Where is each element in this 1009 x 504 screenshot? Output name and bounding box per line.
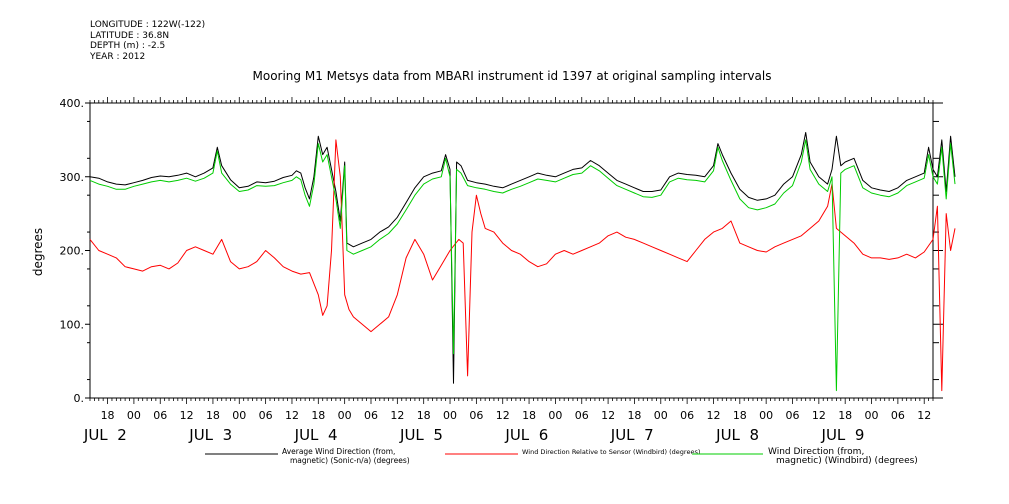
x-tick-label: 00 [759,409,773,422]
x-tick-label: 06 [575,409,589,422]
latitude-text: LATITUDE : 36.8N [90,30,170,41]
x-tick-label: 12 [706,409,720,422]
x-tick-label: 06 [364,409,378,422]
x-day-label: JUL 4 [294,426,338,444]
x-tick-label: 00 [548,409,562,422]
x-day-label: JUL 2 [83,426,127,444]
series-line-avg-wind-direction [89,132,956,384]
y-tick-label: 400. [60,97,85,110]
x-tick-label: 18 [733,409,747,422]
x-tick-label: 06 [153,409,167,422]
legend-label-line2: magnetic) (Sonic-n/a) (degrees) [290,456,410,465]
x-tick-label: 12 [601,409,615,422]
series-layer [89,132,956,392]
x-tick-label: 06 [469,409,483,422]
x-tick-label: 00 [865,409,879,422]
y-tick-label: 300. [60,171,85,184]
depth-text: DEPTH (m) : -2.5 [90,41,166,51]
x-tick-label: 06 [786,409,800,422]
x-tick-label: 18 [206,409,220,422]
x-tick-label: 18 [838,409,852,422]
year-text: YEAR : 2012 [90,51,146,62]
legend-label: Wind Direction Relative to Sensor (Windb… [522,448,700,456]
x-tick-label: 06 [680,409,694,422]
x-tick-label: 18 [101,409,115,422]
x-tick-label: 12 [390,409,404,422]
x-tick-label: 12 [917,409,931,422]
series-line-relative-wind-direction [89,139,956,392]
x-tick-label: 06 [259,409,273,422]
x-tick-label: 12 [180,409,194,422]
chart-title: Mooring M1 Metsys data from MBARI instru… [253,69,772,83]
series-line-windbird-direction [89,139,956,392]
x-day-label: JUL 5 [399,426,443,444]
x-tick-label: 12 [496,409,510,422]
x-tick-label: 18 [522,409,536,422]
x-tick-label: 18 [627,409,641,422]
x-day-label: JUL 6 [504,426,548,444]
x-tick-label: 00 [443,409,457,422]
x-day-label: JUL 9 [821,426,865,444]
x-tick-label: 06 [891,409,905,422]
legend-label-line2: magnetic) (Windbird) (degrees) [776,456,918,466]
x-tick-label: 12 [285,409,299,422]
x-tick-label: 00 [338,409,352,422]
legend-label: Wind Direction (from, [768,447,864,457]
y-tick-label: 0. [74,392,85,405]
x-tick-label: 00 [127,409,141,422]
longitude-text: LONGITUDE : 122W(-122) [90,20,206,30]
y-axis-label: degrees [31,228,45,276]
x-tick-label: 18 [417,409,431,422]
x-day-label: JUL 3 [188,426,232,444]
y-axis: 0. 100. 200. 300. 400. [60,97,943,405]
x-tick-label: 12 [812,409,826,422]
y-tick-label: 100. [60,318,85,331]
x-tick-label: 18 [311,409,325,422]
x-axis: 18 00 06 12 18 00 06 12 18 00 06 12 18 00 06 12 18 00 06 12… [83,97,934,444]
legend-label: Average Wind Direction (from, [282,447,395,456]
y-tick-label: 200. [60,245,85,258]
x-day-label: JUL 8 [715,426,759,444]
x-tick-label: 00 [232,409,246,422]
legend: Average Wind Direction (from,magnetic) (… [205,447,918,466]
x-day-label: JUL 7 [610,426,654,444]
metadata-block: LONGITUDE : 122W(-122) LATITUDE : 36.8N … [90,20,205,62]
x-tick-label: 00 [654,409,668,422]
